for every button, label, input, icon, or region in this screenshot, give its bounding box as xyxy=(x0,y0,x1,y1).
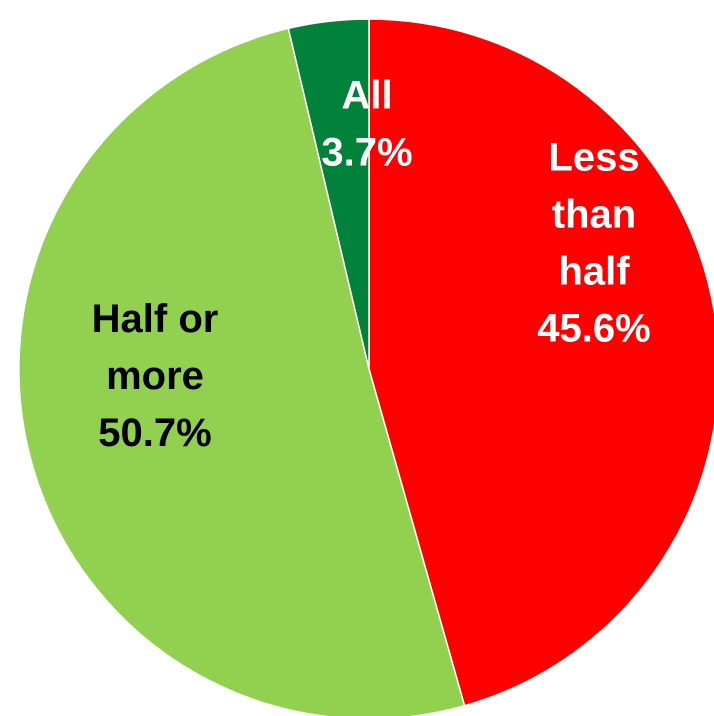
slice-label-line: 3.7% xyxy=(321,131,412,175)
pie-slice-less-than-half xyxy=(368,18,714,707)
pie-slices xyxy=(18,18,714,716)
slice-label-line: Half or xyxy=(92,297,219,341)
slice-label-line: 50.7% xyxy=(98,411,211,455)
pie-slice-all xyxy=(287,18,370,370)
slice-label-all: All 3.7% xyxy=(321,74,412,175)
slice-label-line: 45.6% xyxy=(537,307,650,351)
pie-labels: Less than half 45.6% Half or more 50.7% All 3.7% xyxy=(92,74,651,456)
slice-label-line: All xyxy=(341,74,392,118)
slice-label-less-than-half: Less than half 45.6% xyxy=(537,136,650,351)
slice-label-half-or-more: Half or more 50.7% xyxy=(92,297,219,455)
slice-label-line: than xyxy=(552,193,636,237)
slice-label-line: Less xyxy=(548,136,639,180)
slice-label-line: more xyxy=(106,354,204,398)
slice-label-line: half xyxy=(558,250,630,294)
pie-slice-half-or-more xyxy=(18,27,466,716)
